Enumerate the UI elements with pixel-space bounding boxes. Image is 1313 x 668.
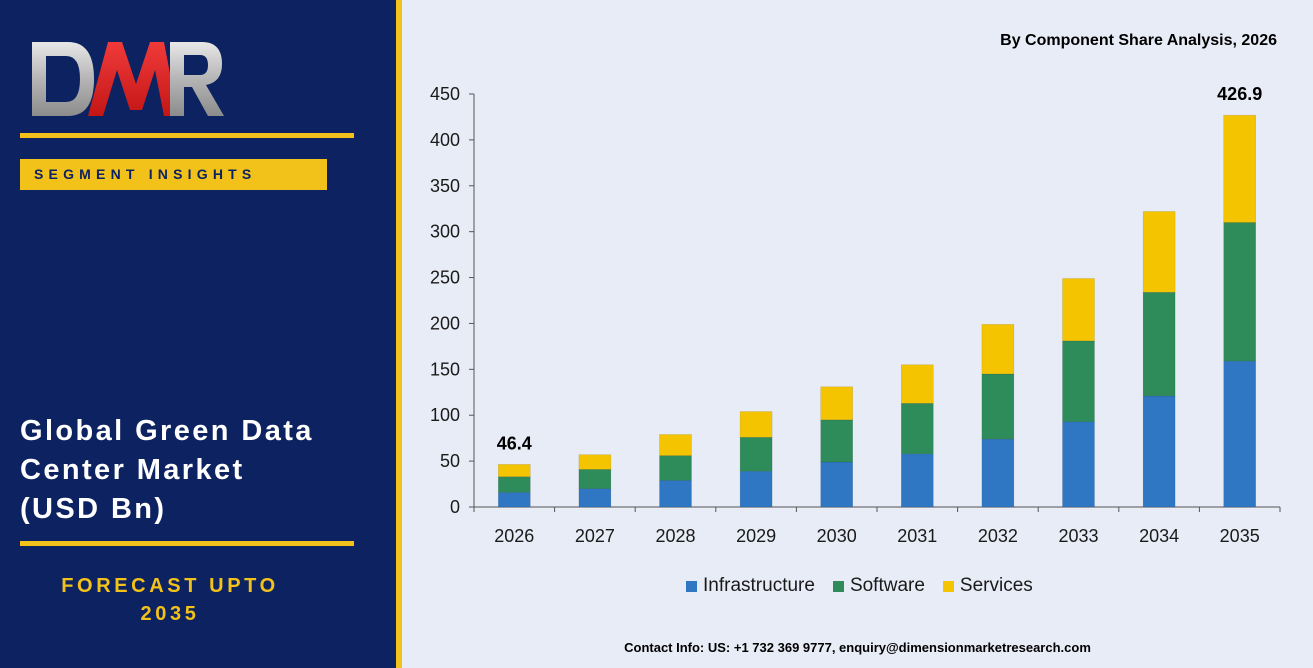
legend-swatch-services xyxy=(942,580,954,592)
market-title: Global Green Data Center Market (USD Bn) xyxy=(20,412,380,529)
x-tick-label-2034: 2034 xyxy=(1139,526,1179,546)
y-tick-label: 450 xyxy=(430,84,460,104)
segment-insights-badge: SEGMENT INSIGHTS xyxy=(20,159,327,190)
x-tick-label-2028: 2028 xyxy=(655,526,695,546)
x-tick-label-2029: 2029 xyxy=(736,526,776,546)
bar-infrastructure-2035 xyxy=(1223,360,1257,508)
bar-infrastructure-2029 xyxy=(739,470,773,508)
bar-services-2031 xyxy=(900,364,934,404)
bar-infrastructure-2034 xyxy=(1142,395,1176,508)
bar-services-2029 xyxy=(739,411,773,438)
x-tick-label-2035: 2035 xyxy=(1220,526,1260,546)
bar-services-2034 xyxy=(1142,211,1176,293)
gold-divider xyxy=(396,0,402,668)
contact-info: Contact Info: US: +1 732 369 9777, enqui… xyxy=(624,640,1091,655)
legend-swatch-infrastructure xyxy=(686,580,697,592)
y-tick-label: 400 xyxy=(430,130,460,150)
x-tick-label-2032: 2032 xyxy=(978,526,1018,546)
forecast-line-1: FORECAST UPTO xyxy=(61,575,279,597)
legend-label-infrastructure: Infrastructure xyxy=(703,575,815,596)
bar-services-2033 xyxy=(1062,278,1095,342)
chart-panel: By Component Share Analysis, 2026 0 50 100… xyxy=(402,0,1313,668)
x-tick-label-2031: 2031 xyxy=(897,526,937,546)
chart-title: By Component Share Analysis, 2026 xyxy=(1000,32,1277,49)
legend-item-software: Software xyxy=(832,575,925,597)
bar-infrastructure-2028 xyxy=(659,480,692,508)
bar-services-2027 xyxy=(578,454,612,470)
bar-services-2030 xyxy=(820,386,854,421)
forecast-label: FORECAST UPTO 2035 xyxy=(20,572,320,628)
y-tick-label: 100 xyxy=(430,405,460,425)
y-tick-label: 50 xyxy=(440,451,460,471)
bar-services-2028 xyxy=(659,434,692,456)
bar-infrastructure-2026 xyxy=(498,492,531,508)
y-tick-label: 150 xyxy=(430,359,460,379)
bar-infrastructure-2030 xyxy=(820,461,854,508)
bar-services-2032 xyxy=(981,324,1015,375)
forecast-line-2: 2035 xyxy=(140,603,200,625)
y-tick-label: 250 xyxy=(430,268,460,288)
y-tick-label: 300 xyxy=(430,222,460,242)
dmr-logo xyxy=(32,42,224,116)
stacked-bar-chart: 0 50 100 150 200 250 300 350 400 450 2026 2027 2028 2… xyxy=(430,84,1281,546)
x-tick-label-2027: 2027 xyxy=(575,526,615,546)
market-title-line-1: Global Green Data xyxy=(20,415,314,447)
bar-services-2026 xyxy=(498,464,531,478)
bar-software-2027 xyxy=(578,469,612,489)
market-title-line-3: (USD Bn) xyxy=(20,493,167,525)
x-tick-label-2030: 2030 xyxy=(817,526,857,546)
y-tick-label: 0 xyxy=(450,497,460,517)
x-tick-label-2033: 2033 xyxy=(1058,526,1098,546)
top-rule xyxy=(20,133,354,138)
chart-legend: Infrastructure Software Services xyxy=(686,575,1051,597)
legend-item-infrastructure: Infrastructure xyxy=(686,575,815,597)
left-panel: SEGMENT INSIGHTS Global Green Data Cente… xyxy=(0,0,396,668)
bar-infrastructure-2033 xyxy=(1062,421,1095,508)
bar-infrastructure-2032 xyxy=(981,438,1015,508)
y-tick-label: 200 xyxy=(430,313,460,333)
bar-services-2035 xyxy=(1223,114,1257,223)
legend-swatch-software xyxy=(832,580,844,592)
bar-software-2028 xyxy=(659,455,692,481)
bar-software-2029 xyxy=(739,436,773,472)
bar-software-2032 xyxy=(981,373,1015,440)
market-title-line-2: Center Market xyxy=(20,454,245,486)
y-tick-label: 350 xyxy=(430,176,460,196)
data-label-2035: 426.9 xyxy=(1217,84,1262,104)
bar-infrastructure-2027 xyxy=(578,488,612,508)
data-label-2026: 46.4 xyxy=(497,433,532,453)
bottom-rule xyxy=(20,541,354,546)
bar-infrastructure-2031 xyxy=(900,453,934,508)
bar-software-2035 xyxy=(1223,222,1257,362)
legend-label-services: Services xyxy=(959,575,1033,596)
x-tick-label-2026: 2026 xyxy=(494,526,534,546)
bar-software-2026 xyxy=(498,476,531,493)
bar-software-2031 xyxy=(900,402,934,455)
legend-item-services: Services xyxy=(942,575,1033,597)
legend-label-software: Software xyxy=(849,575,925,596)
bar-software-2034 xyxy=(1142,291,1176,397)
bar-software-2033 xyxy=(1062,340,1095,422)
bar-software-2030 xyxy=(820,419,854,463)
